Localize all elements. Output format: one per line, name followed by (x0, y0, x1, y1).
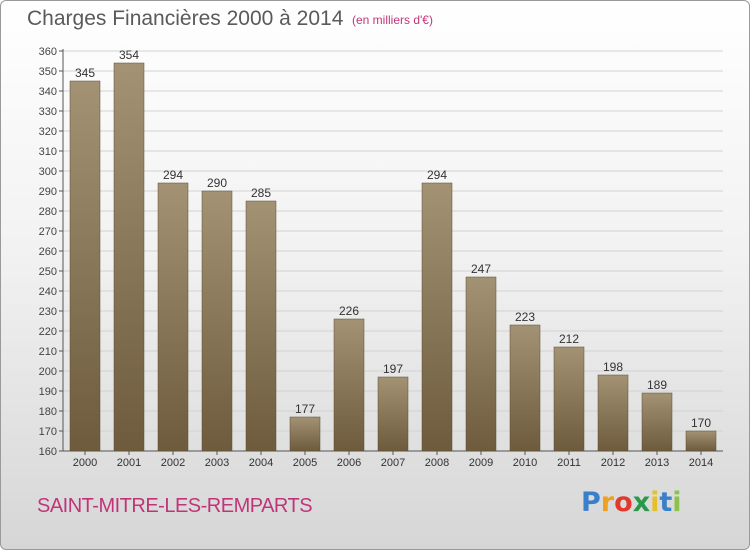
logo-letter: r (600, 487, 615, 518)
bar-2005 (289, 416, 321, 452)
x-tick-label: 2013 (645, 457, 669, 469)
chart-title: Charges Financières 2000 à 2014 (27, 7, 344, 30)
chart-subtitle: (en milliers d'€) (352, 13, 433, 27)
y-tick-label: 290 (39, 186, 57, 198)
data-label-2010: 223 (515, 310, 535, 324)
x-tick-label: 2001 (117, 457, 141, 469)
y-tick-label: 170 (39, 426, 57, 438)
bar-2013 (641, 392, 673, 452)
y-tick-label: 310 (39, 146, 57, 158)
bar-2011 (553, 346, 585, 452)
x-tick-label: 2014 (689, 457, 713, 469)
x-tick-label: 2009 (469, 457, 493, 469)
logo-letter: i (672, 487, 682, 518)
y-tick-label: 250 (39, 266, 57, 278)
data-label-2011: 212 (559, 332, 579, 346)
data-labels: 345 354 294 290 285 177 226 197 294 247 223 212 198 1… (75, 48, 711, 430)
x-tick-labels: 2000 2001 2002 2003 2004 2005 2006 2007 2008 2009… (73, 457, 713, 469)
data-label-2003: 290 (207, 176, 227, 190)
x-tick-label: 2010 (513, 457, 537, 469)
data-label-2002: 294 (163, 168, 183, 182)
bar-2007 (377, 376, 409, 452)
y-tick-label: 300 (39, 166, 57, 178)
city-name: SAINT-MITRE-LES-REMPARTS (37, 495, 313, 517)
x-tick-label: 2007 (381, 457, 405, 469)
y-tick-label: 320 (39, 126, 57, 138)
data-label-2009: 247 (471, 262, 491, 276)
data-label-2001: 354 (119, 48, 139, 62)
data-label-2007: 197 (383, 362, 403, 376)
bar-2004 (245, 200, 277, 452)
y-tick-label: 190 (39, 386, 57, 398)
bar-2000 (69, 80, 101, 452)
data-label-2000: 345 (75, 66, 95, 80)
logo-letter: P (581, 487, 601, 518)
data-label-2012: 198 (603, 360, 623, 374)
y-tick-label: 200 (39, 366, 57, 378)
bar-2006 (333, 318, 365, 452)
x-tick-label: 2005 (293, 457, 317, 469)
data-label-2005: 177 (295, 402, 315, 416)
y-tick-labels: 160 170 180 190 200 210 220 230 240 250 260 270 280 2… (39, 46, 57, 458)
x-tick-label: 2006 (337, 457, 361, 469)
y-tick-label: 240 (39, 286, 57, 298)
bar-2009 (465, 276, 497, 452)
y-tick-label: 270 (39, 226, 57, 238)
data-label-2004: 285 (251, 186, 271, 200)
x-tick-label: 2012 (601, 457, 625, 469)
y-tick-label: 180 (39, 406, 57, 418)
bar-2012 (597, 374, 629, 452)
y-tick-label: 360 (39, 46, 57, 58)
y-tick-label: 330 (39, 106, 57, 118)
bar-2001 (113, 62, 145, 452)
logo-letter: i (650, 487, 660, 518)
bar-2008 (421, 182, 453, 452)
logo-letter: t (659, 487, 673, 518)
logo-letter: x (632, 487, 651, 518)
bars (69, 62, 717, 452)
y-tick-label: 210 (39, 346, 57, 358)
data-label-2014: 170 (691, 416, 711, 430)
data-label-2008: 294 (427, 168, 447, 182)
data-label-2013: 189 (647, 378, 667, 392)
y-tick-label: 260 (39, 246, 57, 258)
proxiti-logo: Proxiti (581, 487, 682, 518)
logo-letter: o (614, 487, 633, 518)
y-tick-label: 160 (39, 446, 57, 458)
bar-2010 (509, 324, 541, 452)
x-tick-label: 2008 (425, 457, 449, 469)
bar-2003 (201, 190, 233, 452)
x-tick-label: 2000 (73, 457, 97, 469)
y-tick-label: 350 (39, 66, 57, 78)
x-tick-label: 2002 (161, 457, 185, 469)
x-tick-label: 2004 (249, 457, 273, 469)
y-tick-label: 230 (39, 306, 57, 318)
x-tick-label: 2011 (557, 457, 581, 469)
x-tick-label: 2003 (205, 457, 229, 469)
y-tick-label: 280 (39, 206, 57, 218)
y-tick-label: 220 (39, 326, 57, 338)
y-tick-label: 340 (39, 86, 57, 98)
data-label-2006: 226 (339, 304, 359, 318)
bar-2014 (685, 430, 717, 452)
bar-2002 (157, 182, 189, 452)
